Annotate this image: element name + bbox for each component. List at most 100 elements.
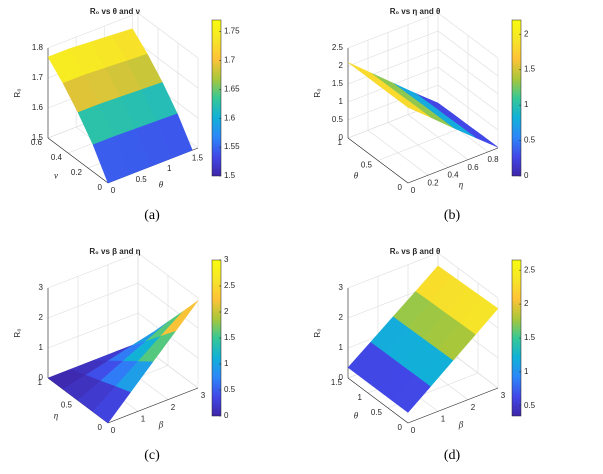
y-tick-label: 0.4 xyxy=(51,153,63,162)
caption: (c) xyxy=(144,448,160,463)
colorbar-tick-label: 2 xyxy=(524,299,529,308)
z-tick-label: 0.5 xyxy=(332,115,344,124)
grid-line xyxy=(137,252,199,299)
z-tick-label: 0 xyxy=(39,373,44,382)
y-tick-label: 0.5 xyxy=(61,401,73,410)
x-tick-label: 0.2 xyxy=(427,178,439,187)
colorbar-tick-label: 0.5 xyxy=(524,401,536,410)
x-tick-label: 2 xyxy=(171,403,176,412)
surface-patch xyxy=(347,62,386,85)
surface-patch xyxy=(460,126,499,148)
grid-line xyxy=(347,84,439,121)
y-tick-label: 0 xyxy=(98,423,103,432)
y-tick-label: 1 xyxy=(338,138,343,147)
y-axis xyxy=(347,377,409,424)
grid-line xyxy=(137,12,199,59)
x-tick-label: 2 xyxy=(471,403,476,412)
colorbar-tick-label: 2 xyxy=(524,29,529,38)
caption: (a) xyxy=(144,208,160,223)
z-tick-label: 2 xyxy=(339,61,344,70)
z-axis-label: R₀ xyxy=(313,328,322,337)
z-tick-label: 3 xyxy=(39,283,44,292)
y-axis-label: ν xyxy=(54,171,58,181)
y-tick-label: 0.6 xyxy=(31,138,43,147)
z-tick-label: 1.5 xyxy=(332,79,344,88)
grid-line xyxy=(437,48,499,95)
colorbar-tick-label: 2.5 xyxy=(524,265,536,274)
z-tick-label: 1 xyxy=(39,343,44,352)
z-axis-label: R₀ xyxy=(313,88,322,97)
z-tick-label: 1 xyxy=(339,343,344,352)
colorbar-tick-label: 1.55 xyxy=(224,142,240,151)
grid-line xyxy=(47,252,139,289)
colorbar xyxy=(511,19,522,177)
x-tick-label: 0 xyxy=(411,186,416,195)
y-tick-label: 1.5 xyxy=(331,378,343,387)
surface-patch xyxy=(92,136,130,184)
x-tick-label: 1 xyxy=(167,164,172,173)
z-tick-label: 1.8 xyxy=(32,43,44,52)
chart-title: R₀ vs β and η xyxy=(89,247,140,256)
x-axis-label: β xyxy=(158,420,164,430)
colorbar-tick-label: 1 xyxy=(224,359,229,368)
z-tick-label: 3 xyxy=(339,283,344,292)
z-tick-label: 0 xyxy=(339,373,344,382)
colorbar-tick-label: 1 xyxy=(524,367,529,376)
grid-line xyxy=(137,42,199,89)
colorbar-tick-label: 2.5 xyxy=(224,281,236,290)
z-tick-label: 1.6 xyxy=(32,103,44,112)
grid-line xyxy=(347,252,439,289)
grid-line xyxy=(437,66,499,113)
x-tick-label: 0 xyxy=(111,426,116,435)
x-tick-label: 1 xyxy=(441,414,446,423)
colorbar-tick-label: 1.65 xyxy=(224,84,240,93)
y-tick-label: 0.2 xyxy=(71,168,83,177)
y-tick-label: 0.5 xyxy=(371,408,383,417)
z-tick-label: 1.7 xyxy=(32,73,44,82)
grid-line xyxy=(437,84,499,131)
chart-title: R₀ vs β and θ xyxy=(390,247,441,256)
x-tick-label: 1 xyxy=(141,414,146,423)
z-axis-label: R₀ xyxy=(13,88,22,97)
chart-title: R₀ vs θ and ν xyxy=(90,7,141,16)
x-tick-label: 0 xyxy=(111,186,116,195)
surface-patch xyxy=(392,95,431,118)
grid-line xyxy=(437,252,499,299)
z-tick-label: 1 xyxy=(339,97,344,106)
grid-line xyxy=(347,48,439,85)
y-axis-label: θ xyxy=(354,171,359,181)
colorbar-tick-label: 1.7 xyxy=(224,56,236,65)
z-axis-label: R₀ xyxy=(13,328,22,337)
y-tick-label: 0 xyxy=(98,183,103,192)
y-axis-label: η xyxy=(54,411,59,421)
x-axis xyxy=(407,387,499,424)
grid-line xyxy=(377,125,469,161)
y-tick-label: 0 xyxy=(398,183,403,192)
grid-line xyxy=(47,282,139,319)
x-tick-label: 0 xyxy=(411,426,416,435)
y-axis xyxy=(347,137,409,184)
surface-patch xyxy=(159,300,199,337)
colorbar xyxy=(211,19,222,177)
x-axis xyxy=(107,387,199,424)
y-tick-label: 1 xyxy=(358,393,363,402)
surface-patch xyxy=(392,375,431,413)
grid-line xyxy=(137,282,199,329)
z-tick-label: 0 xyxy=(339,133,344,142)
y-tick-label: 0.5 xyxy=(361,161,373,170)
x-tick-label: 0.4 xyxy=(447,171,459,180)
x-tick-label: 0.6 xyxy=(467,163,479,172)
grid-line xyxy=(437,12,499,59)
colorbar-tick-label: 2 xyxy=(224,307,229,316)
caption: (d) xyxy=(444,448,461,463)
x-axis-label: θ xyxy=(159,180,164,190)
x-axis-label: β xyxy=(458,420,464,430)
colorbar-tick-label: 1.75 xyxy=(224,27,240,36)
colorbar-tick-label: 0.5 xyxy=(524,136,536,145)
x-tick-label: 0.5 xyxy=(136,175,148,184)
surface-patch xyxy=(92,386,131,424)
y-axis xyxy=(47,137,109,184)
x-axis-label: η xyxy=(459,180,464,190)
colorbar-tick-label: 1.5 xyxy=(224,171,236,180)
grid-line xyxy=(347,12,439,49)
